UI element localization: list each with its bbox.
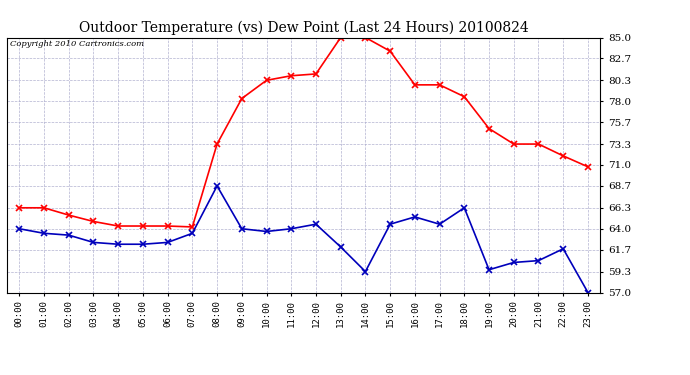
Text: Copyright 2010 Cartronics.com: Copyright 2010 Cartronics.com — [10, 40, 144, 48]
Title: Outdoor Temperature (vs) Dew Point (Last 24 Hours) 20100824: Outdoor Temperature (vs) Dew Point (Last… — [79, 21, 529, 35]
